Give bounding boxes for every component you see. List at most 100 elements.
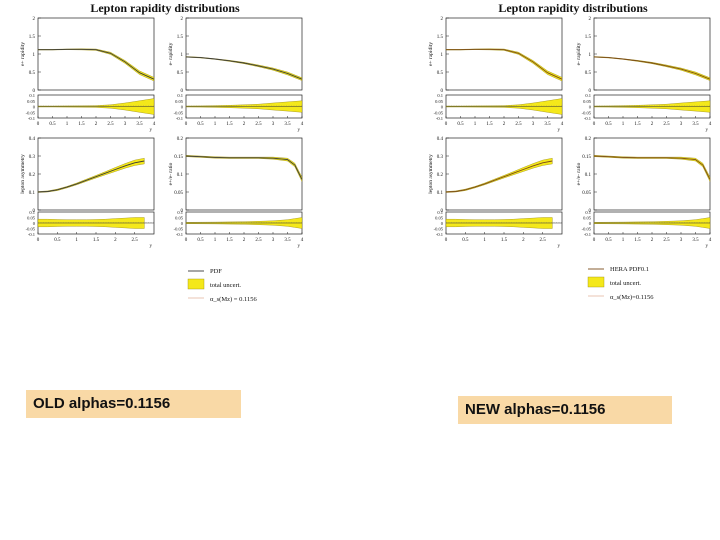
new-ytick-label: 1.5	[585, 35, 592, 40]
new-ratio-ytick-label: 0	[589, 105, 592, 110]
old-xtick-label: 1.5	[78, 122, 85, 127]
new-panel-ylabel: e+/e- ratio	[576, 162, 582, 185]
new-panel-frame	[445, 17, 563, 91]
new-ytick-label: 2	[441, 17, 444, 22]
old-panel-frame	[37, 137, 155, 211]
new-panel-4: e+/e- ratio00.050.10.150.20.10.050-0.05-…	[576, 137, 712, 249]
new-ratio-ytick-label: -0.05	[434, 110, 444, 115]
old-ytick-label: 0	[33, 89, 36, 94]
old-caption: OLD alphas=0.1156	[26, 390, 241, 418]
old-panel-frame	[37, 17, 155, 91]
old-xtick-label: 0	[185, 238, 188, 243]
old-panel-3: lepton asymmetry00.10.20.30.40.10.050-0.…	[20, 137, 155, 249]
new-xtick-label: 0	[593, 238, 596, 243]
old-ratio-ytick-label: 0.1	[29, 210, 35, 215]
old-central-line	[38, 48, 155, 80]
new-uncert-band	[445, 157, 553, 193]
old-ytick-label: 0.5	[177, 71, 184, 76]
old-ratio-ytick-label: 0.1	[177, 93, 183, 98]
old-xtick-label: 1	[214, 122, 217, 127]
new-xtick-label: 3	[680, 238, 683, 243]
new-ratio-ytick-label: -0.1	[436, 232, 443, 237]
new-xlabel: y	[706, 128, 709, 133]
old-ytick-label: 0	[181, 89, 184, 94]
old-xtick-label: 1	[75, 238, 78, 243]
old-xtick-label: 2	[243, 238, 246, 243]
old-ratio-ytick-label: 0	[181, 105, 184, 110]
old-central-line	[37, 160, 145, 193]
new-ytick-label: 0	[589, 209, 592, 214]
new-figure: Lepton rapidity distributions e+ rapidity…	[428, 1, 712, 301]
old-figure: Lepton rapidity distributions e+ rapidity…	[20, 1, 304, 303]
old-xtick-label: 3.5	[284, 122, 291, 127]
old-ytick-label: 1	[181, 53, 184, 58]
new-ratio-ytick-label: 0.05	[435, 216, 444, 221]
new-ratio-ytick-label: 0	[589, 221, 592, 226]
new-legend-uncert: total uncert.	[610, 280, 641, 287]
new-xtick-label: 0.5	[457, 122, 464, 127]
old-legend-uncert: total uncert.	[210, 282, 241, 289]
old-ytick-label: 2	[181, 17, 184, 22]
new-xtick-label: 3	[680, 122, 683, 127]
old-xlabel: y	[150, 244, 153, 249]
new-xtick-label: 1.5	[634, 122, 641, 127]
old-ytick-label: 0.1	[29, 191, 36, 196]
new-xtick-label: 0	[593, 122, 596, 127]
old-legend-band-swatch	[187, 278, 205, 290]
new-xtick-label: 4	[709, 238, 712, 243]
old-ratio-ytick-label: -0.05	[26, 227, 36, 232]
old-xtick-label: 2.5	[132, 238, 139, 243]
new-xtick-label: 1.5	[486, 122, 493, 127]
new-xtick-label: 2.5	[663, 122, 670, 127]
new-ytick-label: 0.4	[437, 137, 444, 142]
old-ratio-ytick-label: 0.1	[29, 93, 35, 98]
old-ytick-label: 0.1	[177, 173, 184, 178]
old-xtick-label: 1	[214, 238, 217, 243]
new-xtick-label: 3.5	[692, 238, 699, 243]
new-xtick-label: 0.5	[605, 238, 612, 243]
new-panel-frame	[445, 137, 563, 211]
new-xtick-label: 2	[651, 238, 654, 243]
old-ratio-ytick-label: 0	[33, 221, 36, 226]
new-ratio-ytick-label: -0.05	[434, 227, 444, 232]
old-xtick-label: 0.5	[197, 238, 204, 243]
old-panel-ylabel: e- rapidity	[168, 42, 174, 65]
new-ratio-ytick-label: -0.1	[436, 116, 443, 121]
old-ratio-ytick-label: 0.05	[27, 99, 36, 104]
new-xlabel: y	[558, 244, 561, 249]
new-central-line	[593, 155, 711, 180]
old-legend-pdf: PDF	[210, 268, 222, 275]
old-xtick-label: 2.5	[255, 238, 262, 243]
new-xtick-label: 2	[503, 122, 506, 127]
old-xtick-label: 3.5	[136, 122, 143, 127]
new-xtick-label: 1.5	[501, 238, 508, 243]
old-ytick-label: 1.5	[29, 35, 36, 40]
old-xtick-label: 3.5	[284, 238, 291, 243]
old-xtick-label: 2.5	[107, 122, 114, 127]
new-panel-ylabel: e+ rapidity	[428, 42, 434, 66]
new-ytick-label: 1	[441, 53, 444, 58]
new-ratio-ytick-label: 0.05	[583, 216, 592, 221]
new-xtick-label: 2	[651, 122, 654, 127]
old-central-line	[185, 155, 303, 180]
new-xtick-label: 0	[445, 238, 448, 243]
new-panel-ylabel: lepton asymmetry	[428, 154, 434, 194]
new-ytick-label: 2	[589, 17, 592, 22]
old-ytick-label: 0.2	[177, 137, 184, 142]
old-panel-ylabel: lepton asymmetry	[20, 154, 26, 194]
new-xtick-label: 0.5	[605, 122, 612, 127]
old-xtick-label: 2	[243, 122, 246, 127]
new-xtick-label: 3.5	[544, 122, 551, 127]
new-xtick-label: 1	[622, 238, 625, 243]
old-ratio-ytick-label: 0.1	[177, 210, 183, 215]
new-xtick-label: 3.5	[692, 122, 699, 127]
new-panel-ylabel: e- rapidity	[576, 42, 582, 65]
new-xlabel: y	[558, 128, 561, 133]
new-legend-alphas: α_s(Mz)=0.1156	[610, 294, 654, 301]
new-uncert-band	[593, 56, 711, 81]
old-ytick-label: 0.5	[29, 71, 36, 76]
new-xtick-label: 1.5	[634, 238, 641, 243]
old-xtick-label: 0.5	[54, 238, 61, 243]
old-xtick-label: 4	[301, 122, 304, 127]
